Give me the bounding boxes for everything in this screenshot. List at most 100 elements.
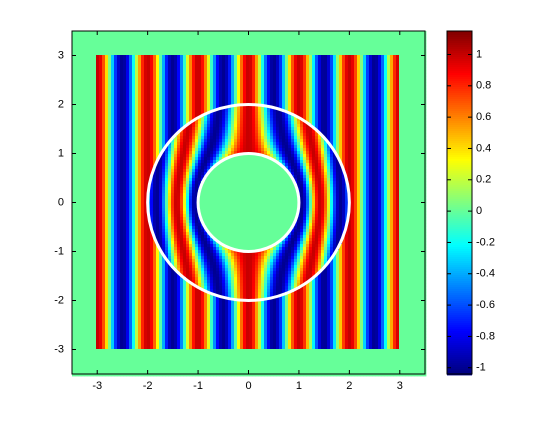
field-cell [135,355,139,359]
field-cell [186,52,190,56]
field-cell [159,43,163,47]
field-cell [180,370,184,374]
field-cell [81,127,85,131]
field-cell [195,52,199,56]
field-cell [183,328,187,332]
field-cell [180,106,184,110]
field-cell [192,205,196,209]
field-cell [96,373,100,377]
field-cell [120,355,124,359]
field-cell [114,151,118,155]
field-cell [165,301,169,305]
field-cell [177,67,181,71]
field-cell [129,127,133,131]
field-cell [150,85,154,89]
field-cell [156,313,160,317]
field-cell [147,337,151,341]
field-cell [171,187,175,191]
field-cell [135,268,139,272]
field-cell [144,241,148,245]
field-cell [120,181,124,185]
field-cell [135,91,139,95]
field-cell [183,109,187,113]
field-cell [192,88,196,92]
field-cell [147,160,151,164]
field-cell [135,301,139,305]
field-cell [93,220,97,224]
field-cell [96,310,100,314]
field-cell [90,175,94,179]
field-cell [126,226,130,230]
field-cell [111,340,115,344]
field-cell [99,73,103,77]
field-cell [189,250,193,254]
field-cell [114,73,118,77]
field-cell [105,265,109,269]
field-cell [171,172,175,176]
field-cell [105,76,109,80]
field-cell [156,166,160,170]
field-cell [96,337,100,341]
field-cell [114,199,118,203]
field-cell [102,310,106,314]
field-cell [117,298,121,302]
field-cell [81,163,85,167]
field-cell [174,373,178,377]
field-cell [150,154,154,158]
field-cell [108,202,112,206]
field-cell [159,220,163,224]
field-cell [129,70,133,74]
field-cell [90,148,94,152]
field-cell [144,67,148,71]
field-cell [120,103,124,107]
field-cell [81,289,85,293]
field-cell [189,292,193,296]
field-cell [129,370,133,374]
field-cell [180,103,184,107]
field-cell [126,283,130,287]
field-cell [183,49,187,53]
field-cell [177,259,181,263]
field-cell [81,364,85,368]
field-cell [72,142,76,146]
field-cell [84,58,88,62]
field-cell [132,289,136,293]
field-cell [141,82,145,86]
field-cell [189,61,193,65]
field-cell [105,184,109,188]
field-cell [93,127,97,131]
field-cell [192,208,196,212]
field-cell [177,265,181,269]
field-cell [114,172,118,176]
field-cell [93,313,97,317]
field-cell [174,82,178,86]
field-cell [84,175,88,179]
field-cell [129,145,133,149]
field-cell [144,214,148,218]
field-cell [123,154,127,158]
field-cell [183,256,187,260]
field-cell [183,43,187,47]
field-cell [90,160,94,164]
field-cell [123,226,127,230]
field-cell [126,112,130,116]
field-cell [180,250,184,254]
field-cell [90,166,94,170]
field-cell [111,247,115,251]
field-cell [162,247,166,251]
field-cell [75,163,79,167]
field-cell [99,85,103,89]
field-cell [153,112,157,116]
field-cell [126,259,130,263]
field-cell [141,280,145,284]
field-cell [168,283,172,287]
field-cell [165,109,169,113]
field-cell [171,373,175,377]
field-cell [189,262,193,266]
field-cell [99,229,103,233]
field-cell [75,355,79,359]
field-cell [123,142,127,146]
field-cell [156,49,160,53]
field-cell [162,31,166,35]
